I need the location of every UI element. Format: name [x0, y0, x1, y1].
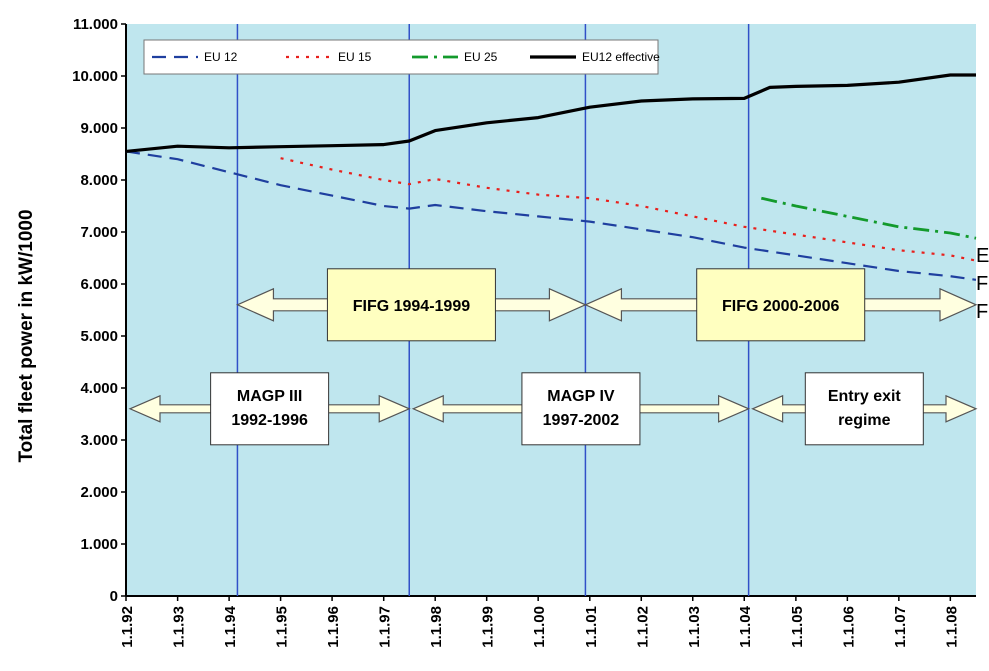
legend-label-eu-15: EU 15 — [338, 50, 372, 64]
x-tick-label: 1.1.07 — [892, 606, 909, 648]
x-tick-label: 1.1.97 — [377, 606, 394, 648]
x-tick-label: 1.1.08 — [943, 606, 960, 648]
magp-period-label: Entry exit — [828, 388, 902, 405]
y-tick-label: 8.000 — [80, 172, 118, 189]
magp-period-box — [210, 372, 330, 446]
legend-label-eu-12: EU 12 — [204, 50, 238, 64]
x-tick-label: 1.1.01 — [583, 606, 600, 648]
x-tick-label: 1.1.95 — [274, 606, 291, 648]
fifg-period-box — [326, 268, 496, 342]
y-tick-label: 6.000 — [80, 276, 118, 293]
magp-period-box — [804, 372, 924, 446]
y-tick-label: 11.000 — [73, 16, 118, 33]
series-line-eu-25 — [760, 196, 977, 240]
magp-period-box — [521, 372, 641, 446]
x-tick-label: 1.1.98 — [428, 606, 445, 648]
y-tick-label: 4.000 — [80, 380, 118, 397]
y-tick-label: 9.000 — [80, 120, 118, 137]
x-tick-label: 1.1.03 — [686, 606, 703, 648]
x-tick-label: 1.1.04 — [737, 605, 754, 647]
x-tick-label: 1.1.94 — [222, 605, 239, 647]
y-tick-label: 0 — [110, 588, 118, 605]
fifg-period-label: FIFG 2000-2006 — [722, 298, 840, 315]
series-line-eu-12 — [125, 150, 977, 281]
magp-period-label: MAGP III — [237, 388, 303, 405]
magp-period-label: 1992-1996 — [231, 412, 308, 429]
x-tick-label: 1.1.02 — [634, 606, 651, 648]
y-tick-label: 5.000 — [80, 328, 118, 345]
legend: EU 12 EU 15 EU 25 EU12 effective — [143, 39, 660, 75]
x-tick-label: 1.1.93 — [171, 606, 188, 648]
x-tick-label: 1.1.06 — [840, 606, 857, 648]
x-tick-label: 1.1.05 — [789, 606, 806, 648]
magp-period-label: 1997-2002 — [543, 412, 620, 429]
series-line-eu-15 — [280, 157, 977, 262]
x-tick-label: 1.1.00 — [531, 606, 548, 648]
fifg-period-box — [696, 268, 866, 342]
cropped-edge-letter: F — [976, 273, 988, 295]
x-tick-label: 1.1.92 — [119, 606, 136, 648]
cropped-edge-letter: E — [976, 245, 989, 267]
y-tick-label: 1.000 — [80, 536, 118, 553]
y-tick-label: 10.000 — [72, 68, 118, 85]
magp-period-label: regime — [838, 412, 891, 429]
y-tick-label: 7.000 — [80, 224, 118, 241]
y-tick-label: 3.000 — [80, 432, 118, 449]
y-axis-label: Total fleet power in kW/1000 — [16, 209, 37, 462]
fifg-period-label: FIFG 1994-1999 — [353, 298, 471, 315]
x-tick-label: 1.1.99 — [480, 606, 497, 648]
cropped-edge-letter: F — [976, 301, 988, 323]
series-line-eu12-effective — [125, 73, 976, 153]
y-tick-label: 2.000 — [80, 484, 118, 501]
legend-label-eu12-effective: EU12 effective — [582, 50, 660, 64]
magp-period-label: MAGP IV — [547, 388, 615, 405]
x-tick-label: 1.1.96 — [325, 606, 342, 648]
legend-label-eu-25: EU 25 — [464, 50, 498, 64]
